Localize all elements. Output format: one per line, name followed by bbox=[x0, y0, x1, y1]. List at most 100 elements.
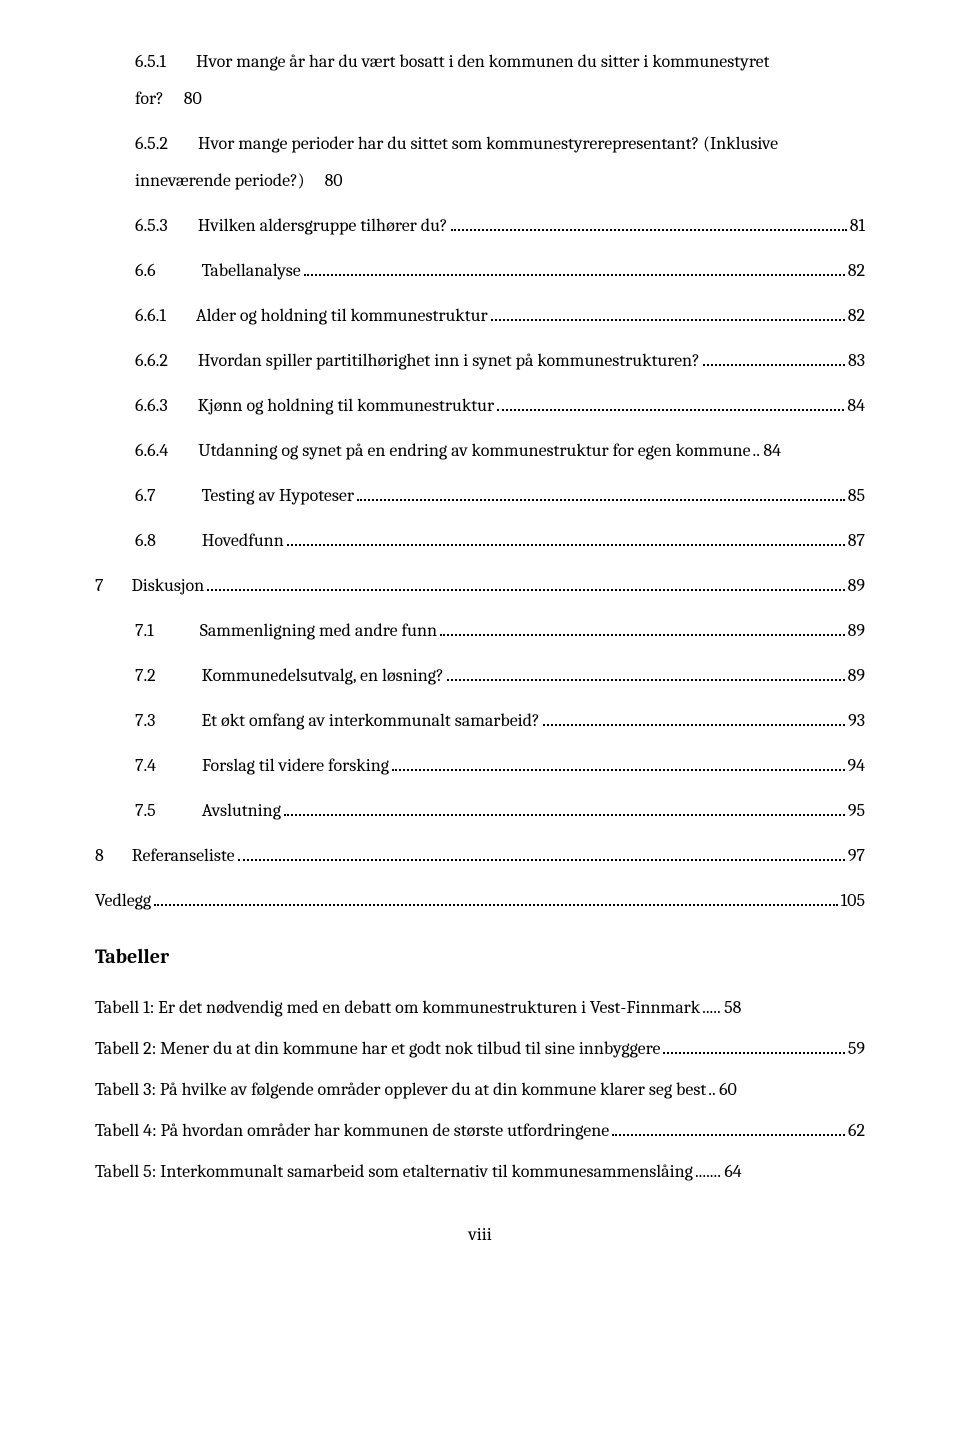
toc-page: 87 bbox=[848, 527, 865, 554]
toc-title: Hovedfunn bbox=[202, 527, 284, 554]
toc-entry: 7.2 Kommunedelsutvalg, en løsning? 89 bbox=[95, 662, 865, 689]
toc-page: 89 bbox=[848, 617, 865, 644]
toc-number: 6.6.2 bbox=[135, 347, 168, 374]
toc-page: 105 bbox=[841, 887, 865, 914]
toc-page: 84 bbox=[847, 392, 865, 419]
toc-entry: 6.5.2 Hvor mange perioder har du sittet s… bbox=[95, 130, 865, 157]
table-page: ..... 58 bbox=[702, 994, 741, 1021]
toc-leader bbox=[491, 305, 845, 321]
toc-title-continuation: inneværende periode?) bbox=[135, 167, 305, 194]
toc-title: Tabellanalyse bbox=[202, 257, 301, 284]
toc-number: 8 bbox=[95, 842, 104, 869]
toc-entry: 6.5.3Hvilken aldersgruppe tilhører du?81 bbox=[95, 212, 865, 239]
toc-leader bbox=[497, 395, 844, 411]
toc-entry: 6.5.1 Hvor mange år har du vært bosatt i … bbox=[95, 48, 865, 75]
toc-number: 7.3 bbox=[135, 707, 155, 734]
toc-page: 95 bbox=[848, 797, 865, 824]
toc-entry: 7.5 Avslutning 95 bbox=[95, 797, 865, 824]
table-page: ....... 64 bbox=[695, 1158, 742, 1185]
toc-leader bbox=[543, 710, 846, 726]
toc-page: 89 bbox=[848, 662, 865, 689]
toc-page: 83 bbox=[848, 347, 865, 374]
toc-leader bbox=[284, 800, 845, 816]
table-title: Tabell 2: Mener du at din kommune har et… bbox=[95, 1035, 660, 1062]
toc-entry: 7.3 Et økt omfang av interkommunalt samar… bbox=[95, 707, 865, 734]
toc-number: 7 bbox=[95, 572, 103, 599]
toc-leader bbox=[154, 890, 837, 906]
table-list-entry: Tabell 1: Er det nødvendig med en debatt… bbox=[95, 994, 865, 1021]
toc-title: Utdanning og synet på en endring av komm… bbox=[198, 437, 750, 464]
toc-leader bbox=[357, 485, 845, 501]
toc-leader bbox=[238, 845, 845, 861]
toc-title: Avslutning bbox=[202, 797, 281, 824]
toc-leader bbox=[207, 575, 845, 591]
table-list-entry: Tabell 3: På hvilke av følgende områder … bbox=[95, 1076, 865, 1103]
toc-entry-continuation: for? 80 bbox=[95, 85, 865, 112]
toc-page: 93 bbox=[848, 707, 865, 734]
toc-leader bbox=[663, 1038, 844, 1054]
toc-number: 6.8 bbox=[135, 527, 156, 554]
toc-entry: 6.6.4 Utdanning og synet på en endring av… bbox=[95, 437, 865, 464]
toc-leader bbox=[447, 665, 845, 681]
toc-number: 6.7 bbox=[135, 482, 156, 509]
toc-page: 81 bbox=[850, 212, 865, 239]
toc-title: Testing av Hypoteser bbox=[202, 482, 354, 509]
toc-page: .. 84 bbox=[753, 437, 781, 464]
toc-page: 89 bbox=[848, 572, 865, 599]
table-page: 59 bbox=[848, 1035, 865, 1062]
toc-number: 7.1 bbox=[135, 617, 154, 644]
toc-title: Kjønn og holdning til kommunestruktur bbox=[198, 392, 494, 419]
list-of-tables: Tabell 1: Er det nødvendig med en debatt… bbox=[95, 994, 865, 1185]
toc-page: 80 bbox=[325, 167, 343, 194]
toc-page: 82 bbox=[848, 302, 865, 329]
toc-entry: 7.1 Sammenligning med andre funn 89 bbox=[95, 617, 865, 644]
toc-title: Diskusjon bbox=[131, 572, 204, 599]
toc-title: Et økt omfang av interkommunalt samarbei… bbox=[201, 707, 539, 734]
toc-leader bbox=[612, 1120, 845, 1136]
toc-entry: 6.8 Hovedfunn 87 bbox=[95, 527, 865, 554]
table-page: .. 60 bbox=[708, 1076, 737, 1103]
toc-entry: 8 Referanseliste 97 bbox=[95, 842, 865, 869]
toc-number: 6.5.2 bbox=[135, 130, 168, 157]
toc-title-continuation: for? bbox=[135, 85, 164, 112]
table-title: Tabell 4: På hvordan områder har kommune… bbox=[95, 1117, 609, 1144]
toc-number: 7.5 bbox=[135, 797, 156, 824]
toc-number: 7.4 bbox=[135, 752, 156, 779]
toc-leader bbox=[703, 350, 845, 366]
toc-entry: 6.7 Testing av Hypoteser 85 bbox=[95, 482, 865, 509]
toc-entry: Vedlegg 105 bbox=[95, 887, 865, 914]
toc-page: 85 bbox=[848, 482, 865, 509]
toc-title: Hvor mange år har du vært bosatt i den k… bbox=[196, 48, 770, 75]
toc-number: 6.6.4 bbox=[135, 437, 168, 464]
toc-page: 94 bbox=[848, 752, 865, 779]
toc-page: 80 bbox=[184, 85, 202, 112]
toc-page: 97 bbox=[848, 842, 865, 869]
toc-title: Referanseliste bbox=[132, 842, 235, 869]
toc-number: 6.6 bbox=[135, 257, 156, 284]
toc-entry: 7 Diskusjon 89 bbox=[95, 572, 865, 599]
toc-title: Vedlegg bbox=[95, 887, 151, 914]
toc-title: Kommunedelsutvalg, en løsning? bbox=[202, 662, 444, 689]
toc-number: 6.6.1 bbox=[135, 302, 166, 329]
toc-title: Hvor mange perioder har du sittet som ko… bbox=[198, 130, 778, 157]
toc-number: 6.5.1 bbox=[135, 48, 166, 75]
toc-entry: 6.6.1 Alder og holdning til kommunestrukt… bbox=[95, 302, 865, 329]
table-list-entry: Tabell 5: Interkommunalt samarbeid som e… bbox=[95, 1158, 865, 1185]
toc-entry: 6.6.2 Hvordan spiller partitilhørighet in… bbox=[95, 347, 865, 374]
toc-leader bbox=[304, 260, 845, 276]
toc-entry: 6.6Tabellanalyse82 bbox=[95, 257, 865, 284]
toc-leader bbox=[451, 215, 847, 231]
toc-title: Forslag til videre forsking bbox=[202, 752, 389, 779]
toc-title: Alder og holdning til kommunestruktur bbox=[196, 302, 488, 329]
table-title: Tabell 3: På hvilke av følgende områder … bbox=[95, 1076, 706, 1103]
toc-number: 7.2 bbox=[135, 662, 156, 689]
table-title: Tabell 5: Interkommunalt samarbeid som e… bbox=[95, 1158, 693, 1185]
toc-number: 6.5.3 bbox=[135, 212, 168, 239]
table-title: Tabell 1: Er det nødvendig med en debatt… bbox=[95, 994, 700, 1021]
table-list-entry: Tabell 4: På hvordan områder har kommune… bbox=[95, 1117, 865, 1144]
toc-title: Sammenligning med andre funn bbox=[200, 617, 437, 644]
toc-entry-continuation: inneværende periode?) 80 bbox=[95, 167, 865, 194]
toc-leader bbox=[392, 755, 844, 771]
tables-heading: Tabeller bbox=[95, 942, 865, 972]
toc-title: Hvordan spiller partitilhørighet inn i s… bbox=[198, 347, 700, 374]
